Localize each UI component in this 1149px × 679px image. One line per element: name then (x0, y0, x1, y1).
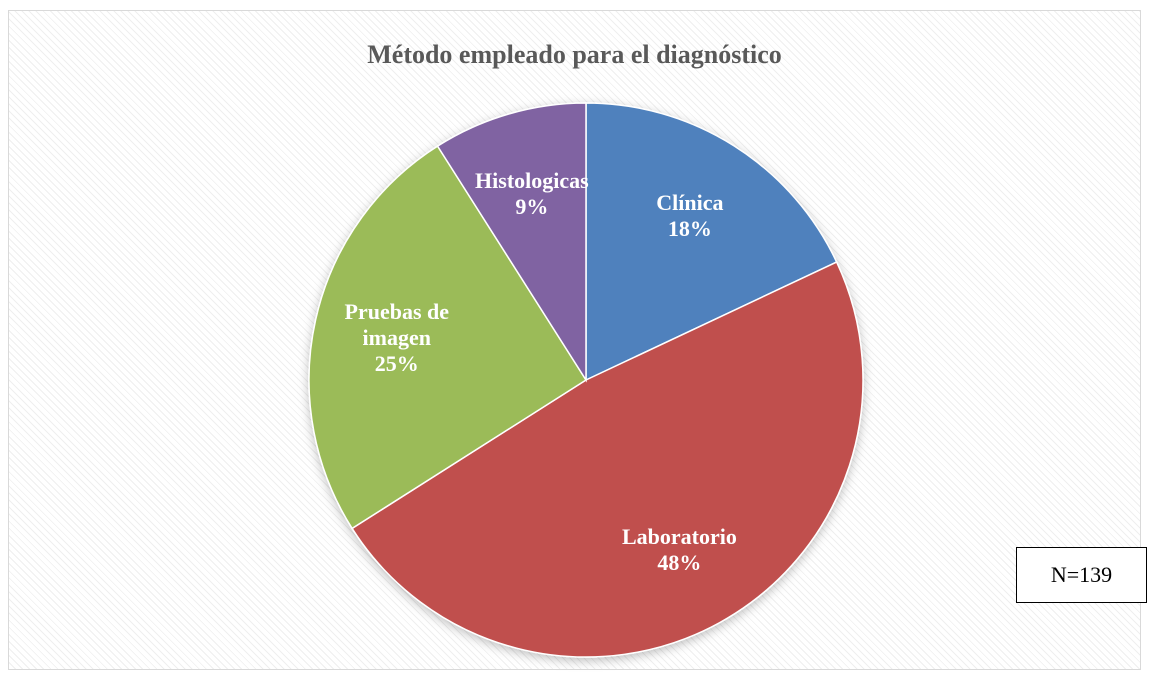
category-label: Pruebas de imagen (344, 298, 450, 350)
category-label: Histologicas (475, 167, 589, 193)
data-label: Pruebas de imagen 25% (317, 299, 477, 377)
pie-slice (351, 261, 864, 658)
value-label: 25% (374, 350, 419, 376)
data-label: Clínica 18% (610, 190, 770, 242)
value-label: 18% (667, 216, 712, 242)
value-label: 9% (515, 193, 549, 219)
pie-slice (585, 102, 838, 382)
value-label: 48% (657, 549, 702, 575)
data-label: Histologicas 9% (452, 168, 612, 220)
pie-slice (308, 145, 588, 530)
pie (308, 102, 864, 658)
category-label: Clínica (656, 190, 724, 216)
category-label: Laboratorio (621, 523, 737, 549)
chart-title: Método empleado para el diagnóstico (367, 40, 782, 69)
data-label: Laboratorio 48% (599, 524, 759, 576)
annotation: N=139 (1016, 547, 1147, 603)
pie-slice (436, 102, 587, 383)
